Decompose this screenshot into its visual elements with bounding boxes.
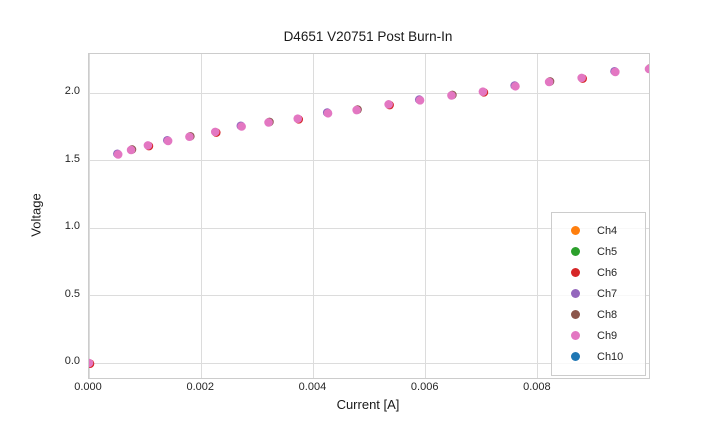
- legend-label: Ch6: [597, 266, 618, 279]
- legend-marker-icon: [571, 310, 580, 319]
- gridline-horizontal: [89, 362, 649, 364]
- data-point: [577, 73, 586, 83]
- gridline-horizontal: [89, 227, 649, 229]
- data-point: [415, 96, 425, 105]
- legend-label: Ch7: [597, 287, 618, 300]
- y-tick-label: 0.0: [64, 355, 80, 367]
- legend-item-ch6: Ch6: [552, 262, 645, 283]
- legend-item-ch9: Ch9: [552, 325, 645, 346]
- x-tick-label: 0.004: [298, 381, 327, 393]
- legend-item-ch10: Ch10: [552, 346, 645, 367]
- gridline-vertical: [425, 54, 427, 378]
- gridline-horizontal: [89, 160, 649, 161]
- y-axis-label: Voltage: [28, 193, 44, 237]
- legend-marker-icon: [571, 247, 580, 256]
- legend-marker-icon: [571, 289, 580, 298]
- data-point: [447, 91, 456, 100]
- legend-label: Ch5: [597, 245, 618, 258]
- gridline-vertical: [200, 54, 202, 378]
- legend-marker-icon: [571, 226, 580, 235]
- legend-item-ch7: Ch7: [552, 283, 645, 304]
- x-axis-label: Current [A]: [336, 397, 400, 412]
- legend-item-ch8: Ch8: [552, 304, 645, 325]
- legend-label: Ch8: [597, 308, 618, 321]
- data-point: [163, 136, 173, 146]
- legend-marker-icon: [571, 268, 580, 277]
- legend-marker-icon: [571, 352, 580, 361]
- y-tick-label: 1.0: [64, 220, 80, 232]
- data-point: [293, 114, 303, 123]
- data-point: [544, 77, 554, 87]
- data-point: [237, 122, 246, 131]
- gridline-vertical: [537, 54, 539, 378]
- legend-label: Ch9: [597, 329, 618, 342]
- x-tick-label: 0.000: [74, 381, 102, 393]
- y-tick-label: 1.5: [64, 152, 80, 165]
- y-tick-label: 0.5: [64, 287, 80, 300]
- x-tick-label: 0.006: [410, 381, 439, 393]
- data-point: [126, 145, 136, 155]
- legend-marker-icon: [571, 331, 580, 340]
- data-point: [323, 108, 333, 118]
- data-point: [113, 150, 123, 159]
- gridline-horizontal: [89, 92, 649, 94]
- data-point: [210, 127, 220, 137]
- data-point: [143, 141, 153, 150]
- data-point: [511, 81, 520, 91]
- legend-item-ch5: Ch5: [552, 241, 645, 262]
- data-point: [478, 87, 488, 96]
- data-point: [89, 358, 94, 368]
- chart-title: D4651 V20751 Post Burn-In: [283, 29, 453, 44]
- data-point: [611, 67, 620, 77]
- legend-label: Ch4: [597, 224, 618, 237]
- data-point: [264, 118, 273, 127]
- legend-label: Ch10: [597, 350, 624, 363]
- x-tick-label: 0.008: [523, 381, 551, 393]
- y-tick-label: 2.0: [64, 85, 80, 97]
- legend-item-ch4: Ch4: [552, 220, 645, 241]
- data-point: [185, 132, 194, 142]
- legend: Ch4 Ch5 Ch6 Ch7 Ch8 Ch9 Ch10: [551, 212, 646, 376]
- gridline-vertical: [88, 54, 90, 378]
- gridline-horizontal: [89, 295, 649, 296]
- data-points-layer: [89, 64, 649, 369]
- data-point: [384, 100, 393, 109]
- data-point: [644, 64, 649, 74]
- x-tick-label: 0.002: [186, 381, 214, 393]
- data-point: [352, 105, 361, 115]
- gridline-vertical: [312, 54, 314, 378]
